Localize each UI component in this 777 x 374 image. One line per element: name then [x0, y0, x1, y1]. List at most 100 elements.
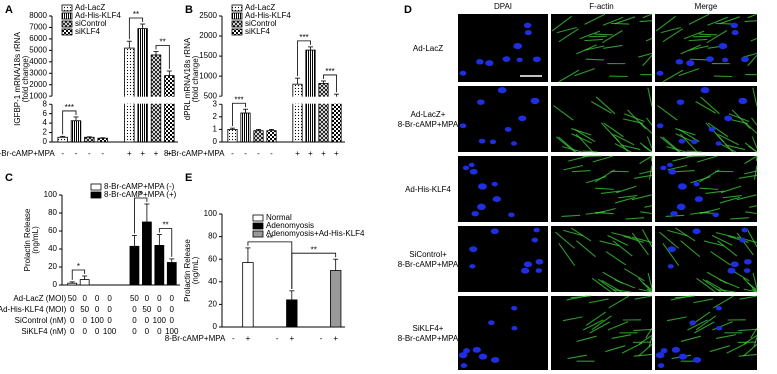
actin-fiber	[642, 13, 653, 19]
actin-fiber	[743, 170, 758, 175]
nucleus	[459, 70, 467, 76]
actin-fiber	[650, 155, 653, 162]
nucleus	[471, 210, 479, 217]
significance-label: **	[267, 234, 273, 243]
x-table-cell: 0	[107, 316, 112, 325]
actin-fiber	[751, 136, 758, 149]
micrograph	[655, 295, 758, 370]
nucleus	[668, 168, 677, 175]
actin-fiber	[745, 122, 758, 134]
x-tick-label: +	[308, 149, 313, 158]
actin-fiber	[744, 20, 758, 23]
actin-fiber	[585, 311, 607, 326]
nucleus	[693, 181, 700, 187]
actin-fiber	[600, 190, 621, 194]
x-table-cell: 0	[70, 305, 75, 314]
y-tick-label: 100	[204, 209, 218, 218]
bar	[129, 245, 140, 286]
significance-label: ***	[65, 103, 74, 112]
x-tick-label: -	[244, 149, 247, 158]
actin-fiber	[634, 295, 653, 300]
legend-swatch	[252, 230, 264, 238]
actin-fiber	[738, 353, 758, 357]
axis-break	[48, 96, 178, 104]
actin-fiber	[742, 343, 758, 357]
significance-bracket	[62, 110, 77, 135]
bar	[137, 28, 148, 143]
nucleus	[712, 212, 719, 218]
bar	[57, 136, 68, 143]
x-axis-label: 8-Br-cAMP+MPA	[164, 149, 225, 158]
legend-label: 8-Br-cAMP+MPA (+)	[104, 190, 177, 199]
nucleus	[718, 42, 728, 50]
significance-bracket	[71, 269, 86, 280]
nucleus	[678, 138, 686, 144]
actin-fiber	[590, 101, 612, 114]
y-tick-label: 100	[44, 190, 58, 199]
nucleus	[478, 353, 488, 360]
micrograph	[655, 13, 758, 83]
actin-fiber	[657, 105, 678, 121]
actin-fiber	[750, 37, 758, 42]
nucleus	[739, 237, 746, 243]
actin-fiber	[700, 96, 720, 115]
actin-fiber	[744, 155, 758, 165]
nucleus	[692, 228, 701, 235]
x-table-row-label: Ad-LacZ (MOI)	[13, 294, 66, 303]
x-tick-label: -	[320, 334, 323, 343]
x-table-cell: 0	[82, 327, 87, 336]
significance-label: **	[162, 221, 168, 230]
x-table-cell: 0	[107, 305, 112, 314]
actin-fiber	[688, 38, 708, 42]
x-table-cell: 100	[103, 327, 117, 336]
actin-fiber	[706, 271, 728, 284]
actin-fiber	[749, 205, 758, 208]
actin-fiber	[613, 134, 635, 146]
bar	[84, 136, 95, 143]
nucleus	[462, 165, 470, 171]
column-header: F-actin	[589, 2, 613, 11]
y-tick-label: 2000	[199, 31, 217, 40]
actin-fiber	[570, 227, 592, 242]
nucleus	[490, 356, 500, 363]
actin-fiber	[736, 194, 757, 201]
actin-fiber	[707, 122, 729, 138]
actin-fiber	[639, 20, 653, 23]
x-tick-label: -	[61, 149, 64, 158]
actin-fiber	[558, 242, 576, 267]
nucleus	[727, 267, 736, 274]
actin-fiber	[700, 207, 721, 215]
actin-fiber	[631, 194, 652, 201]
bar	[305, 49, 316, 143]
significance-bracket	[323, 74, 337, 93]
y-tick-label: 2500	[199, 11, 217, 20]
actin-fiber	[576, 335, 597, 342]
significance-label: ***	[299, 33, 308, 42]
panel-label: B	[185, 4, 193, 16]
nucleus	[705, 56, 714, 62]
nucleus	[469, 168, 478, 175]
nucleus	[478, 138, 486, 144]
nucleus	[502, 56, 511, 62]
y-tick-label: 20	[48, 262, 57, 271]
nucleus	[518, 115, 527, 122]
actin-fiber	[574, 68, 595, 77]
nucleus	[535, 258, 544, 265]
actin-fiber	[612, 240, 633, 257]
y-tick-label: 6	[43, 109, 48, 118]
actin-fiber	[717, 289, 736, 293]
actin-fiber	[614, 143, 632, 153]
nucleus	[741, 227, 748, 233]
y-tick-label: 3000	[29, 68, 47, 77]
actin-fiber	[611, 133, 629, 153]
actin-fiber	[736, 232, 754, 256]
actin-fiber	[680, 335, 702, 342]
panel-label: E	[185, 172, 192, 184]
y-tick-label: 2	[43, 128, 48, 137]
nucleus	[686, 60, 695, 67]
micrograph	[458, 86, 548, 152]
legend-swatch	[231, 4, 243, 12]
actin-fiber	[571, 133, 592, 144]
actin-fiber	[620, 144, 641, 151]
actin-fiber	[638, 288, 653, 293]
